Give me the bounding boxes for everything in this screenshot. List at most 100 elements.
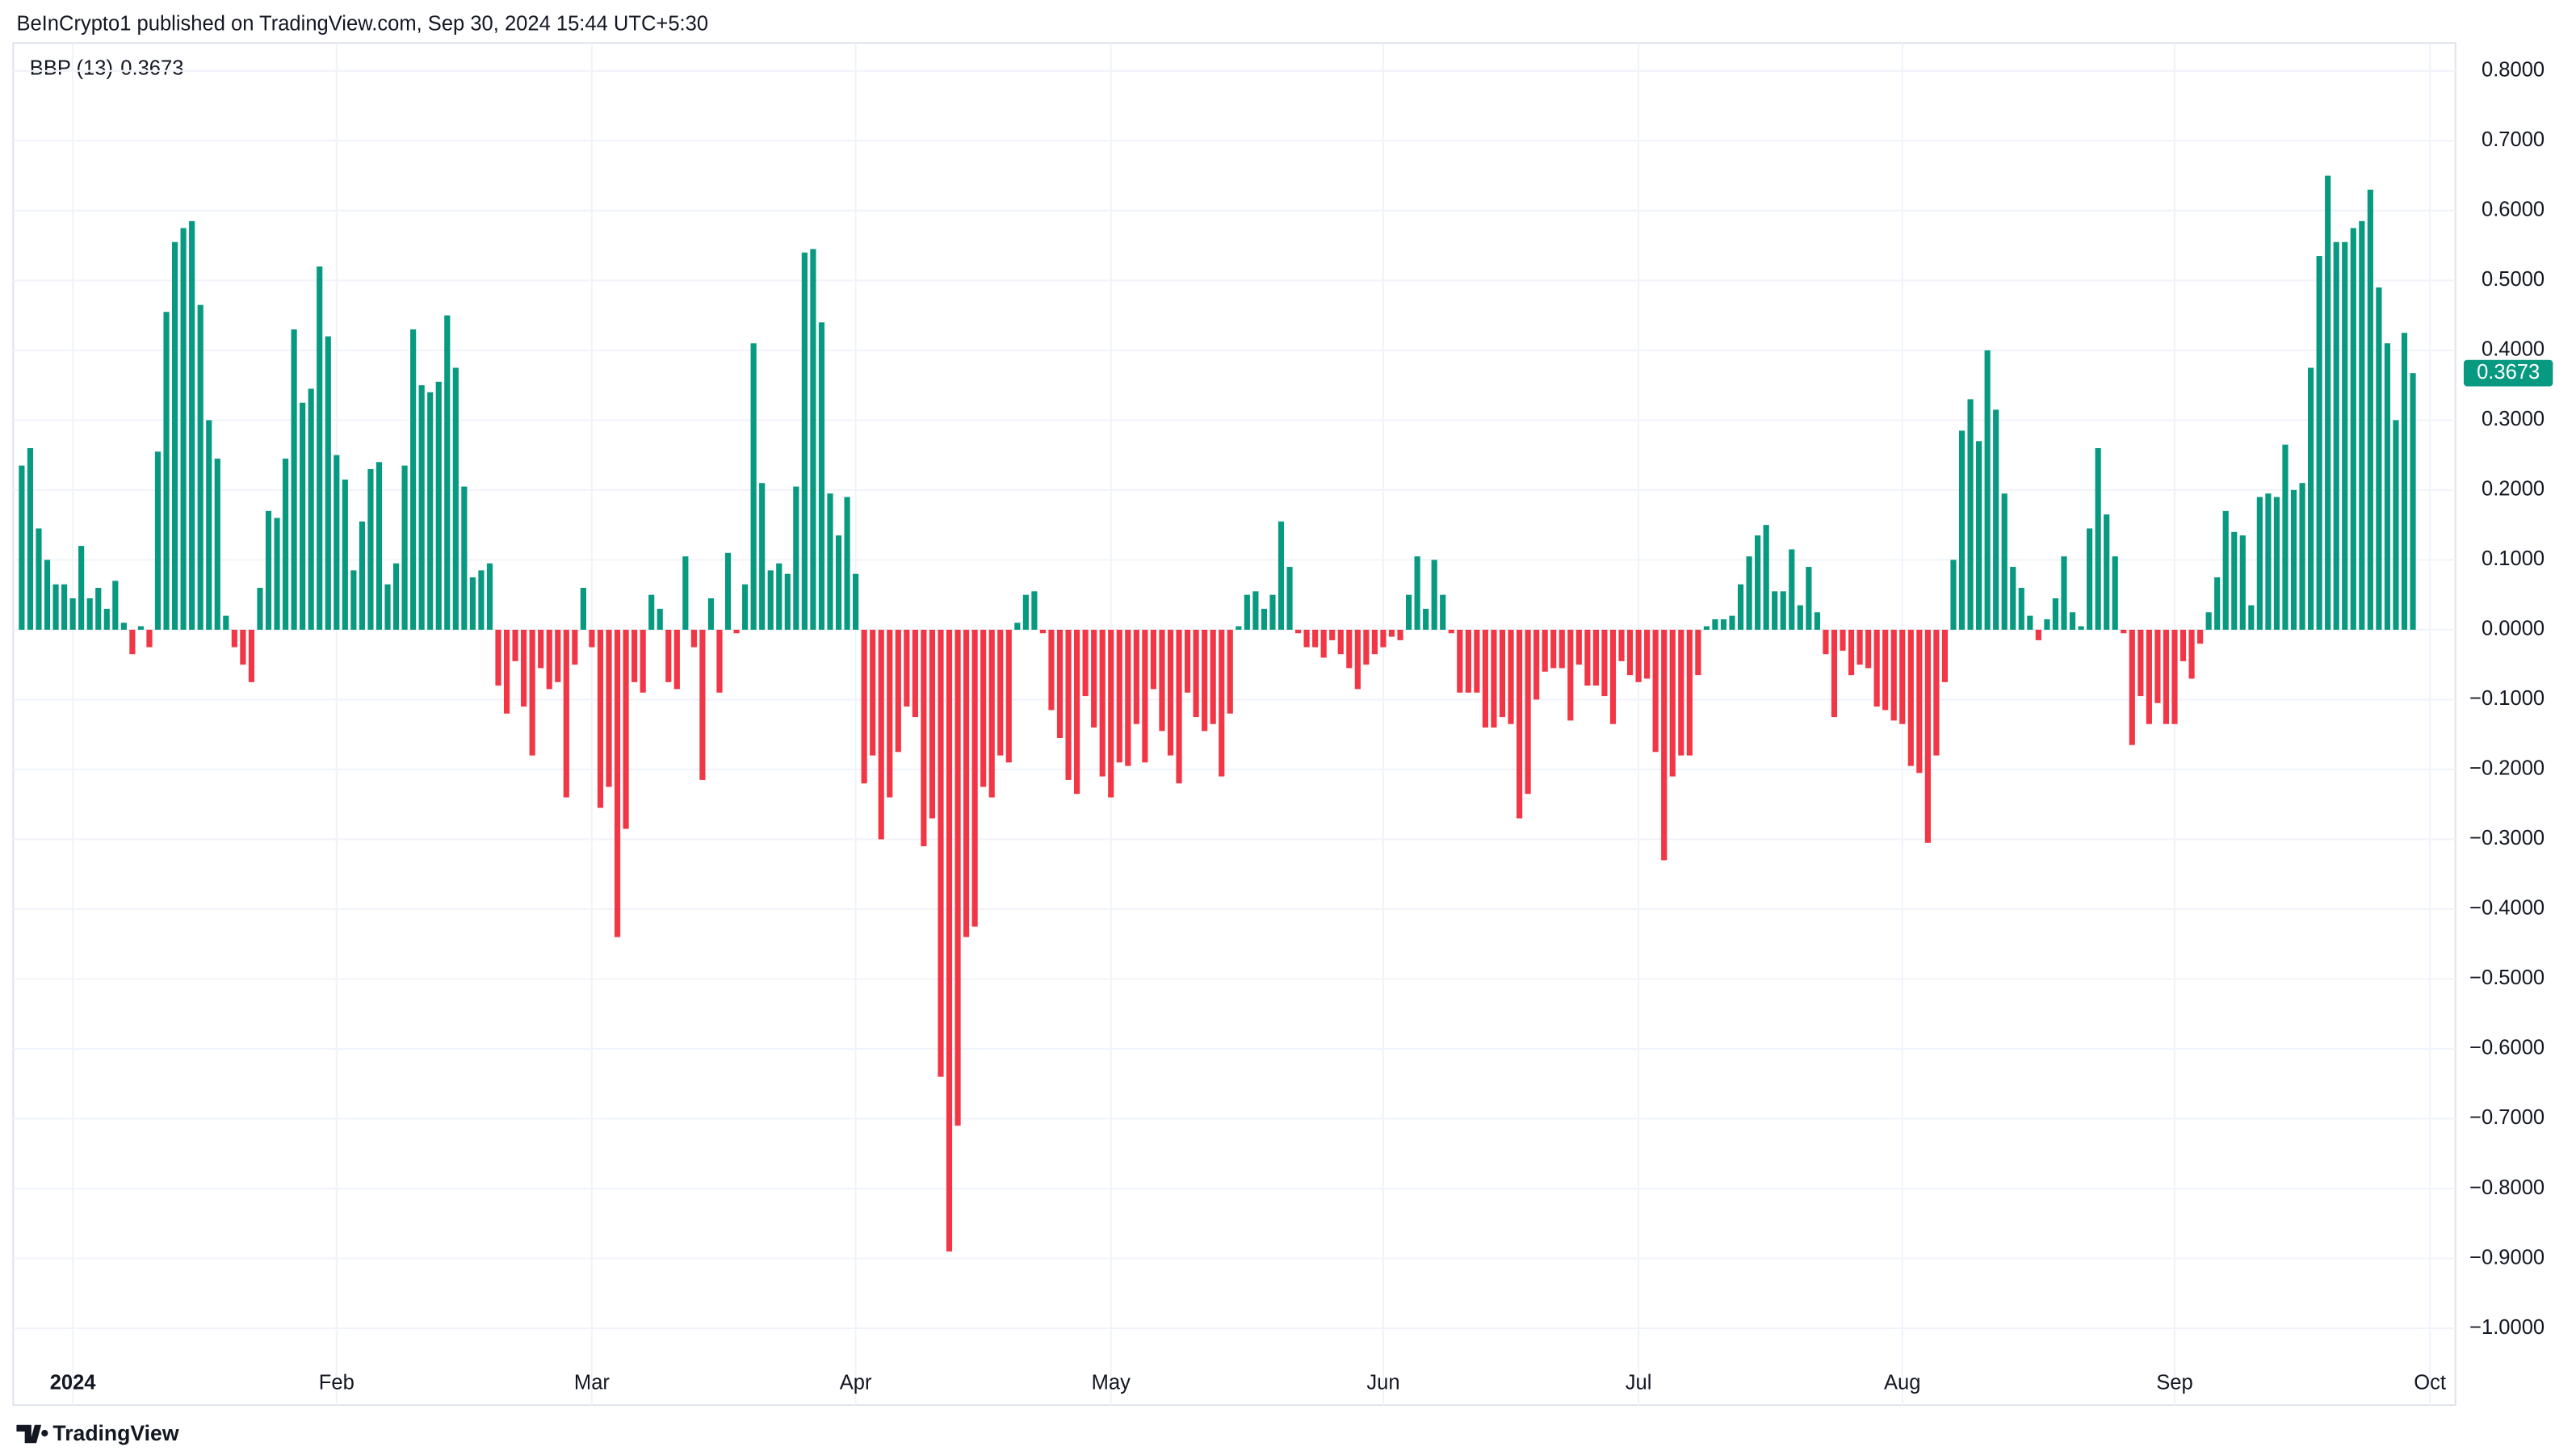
bar — [1337, 629, 1344, 655]
bar — [1474, 629, 1480, 693]
bar — [997, 629, 1004, 756]
bar — [282, 458, 289, 630]
bar — [1329, 629, 1336, 640]
bar — [1755, 535, 1761, 630]
tradingview-logo: TradingView — [16, 1421, 179, 1445]
y-tick-label: −1.0000 — [2469, 1316, 2545, 1339]
bar — [2333, 241, 2339, 630]
y-tick-label: 0.7000 — [2482, 128, 2545, 151]
bar — [1363, 629, 1370, 665]
bar — [103, 608, 110, 630]
bar — [759, 483, 766, 630]
bar — [410, 329, 417, 630]
bar — [1371, 629, 1378, 655]
bar — [1848, 629, 1855, 676]
bar — [291, 329, 297, 630]
bar — [325, 336, 331, 630]
bar — [1559, 629, 1565, 669]
bar — [2078, 626, 2084, 630]
bar — [1567, 629, 1574, 721]
bar — [2248, 605, 2255, 630]
y-tick-label: −0.9000 — [2469, 1246, 2545, 1268]
bar — [1142, 629, 1148, 763]
bar — [2180, 629, 2187, 661]
indicator-name: BBP (13) — [30, 57, 113, 80]
bar — [1082, 629, 1089, 697]
bar — [529, 629, 535, 756]
bar — [1584, 629, 1591, 686]
bar — [120, 623, 127, 630]
bar — [1440, 594, 1446, 630]
bar — [1236, 626, 1242, 630]
bar — [1210, 629, 1216, 724]
bar — [1423, 608, 1429, 630]
bar — [1984, 350, 1991, 630]
bar — [2350, 228, 2356, 630]
bar — [1252, 591, 1259, 630]
bar — [1031, 591, 1038, 630]
bar — [963, 629, 970, 937]
bar — [359, 521, 365, 630]
bar — [257, 588, 263, 630]
bar — [300, 402, 306, 630]
bar — [2299, 483, 2305, 630]
bar — [1227, 629, 1233, 714]
brand-name[interactable]: TradingView — [52, 1421, 178, 1445]
bar — [912, 629, 918, 718]
bar — [546, 629, 552, 690]
bar — [1491, 629, 1497, 728]
bar — [572, 629, 578, 665]
price-tag — [2463, 359, 2553, 387]
bar — [2069, 612, 2076, 630]
bar — [1091, 629, 1097, 728]
bar — [1686, 629, 1693, 756]
x-tick-label: Oct — [2414, 1371, 2446, 1394]
bar — [129, 629, 136, 655]
bar — [1397, 629, 1403, 640]
bar — [163, 312, 170, 630]
bar — [1108, 629, 1114, 798]
bar — [1924, 629, 1931, 843]
bar — [2359, 220, 2365, 630]
bar — [1823, 629, 1829, 655]
bar — [1831, 629, 1838, 718]
bar — [95, 588, 102, 630]
bar — [2104, 514, 2110, 630]
bar — [19, 465, 25, 630]
bar — [1533, 629, 1540, 700]
bar — [1014, 623, 1021, 630]
indicator-value: 0.3673 — [120, 57, 183, 80]
y-tick-label: 0.6000 — [2482, 199, 2545, 221]
bar — [2367, 189, 2373, 630]
bar — [1099, 629, 1105, 777]
bar — [2376, 287, 2382, 630]
bar — [2222, 510, 2229, 630]
bar — [1525, 629, 1531, 795]
bar — [640, 629, 646, 693]
bar — [2214, 577, 2221, 630]
bar — [2035, 629, 2041, 640]
bar — [648, 594, 655, 630]
bar — [606, 629, 612, 787]
bar — [1074, 629, 1080, 795]
bar — [1320, 629, 1327, 658]
bar — [1916, 629, 1923, 774]
bar — [810, 249, 816, 630]
bar — [2087, 528, 2093, 630]
bar — [2061, 556, 2067, 630]
bar — [589, 629, 595, 648]
bar — [2384, 343, 2391, 630]
bar — [538, 629, 544, 669]
bar — [444, 315, 451, 630]
bar — [1193, 629, 1199, 718]
bar — [2001, 493, 2008, 630]
bar — [818, 322, 825, 630]
bar — [1797, 605, 1803, 630]
bar — [1592, 629, 1599, 686]
bar — [1720, 618, 1727, 630]
bar — [1626, 629, 1634, 676]
y-tick-label: −0.1000 — [2469, 687, 2545, 710]
bar — [350, 570, 357, 630]
bar — [401, 465, 408, 630]
bar — [86, 598, 93, 630]
